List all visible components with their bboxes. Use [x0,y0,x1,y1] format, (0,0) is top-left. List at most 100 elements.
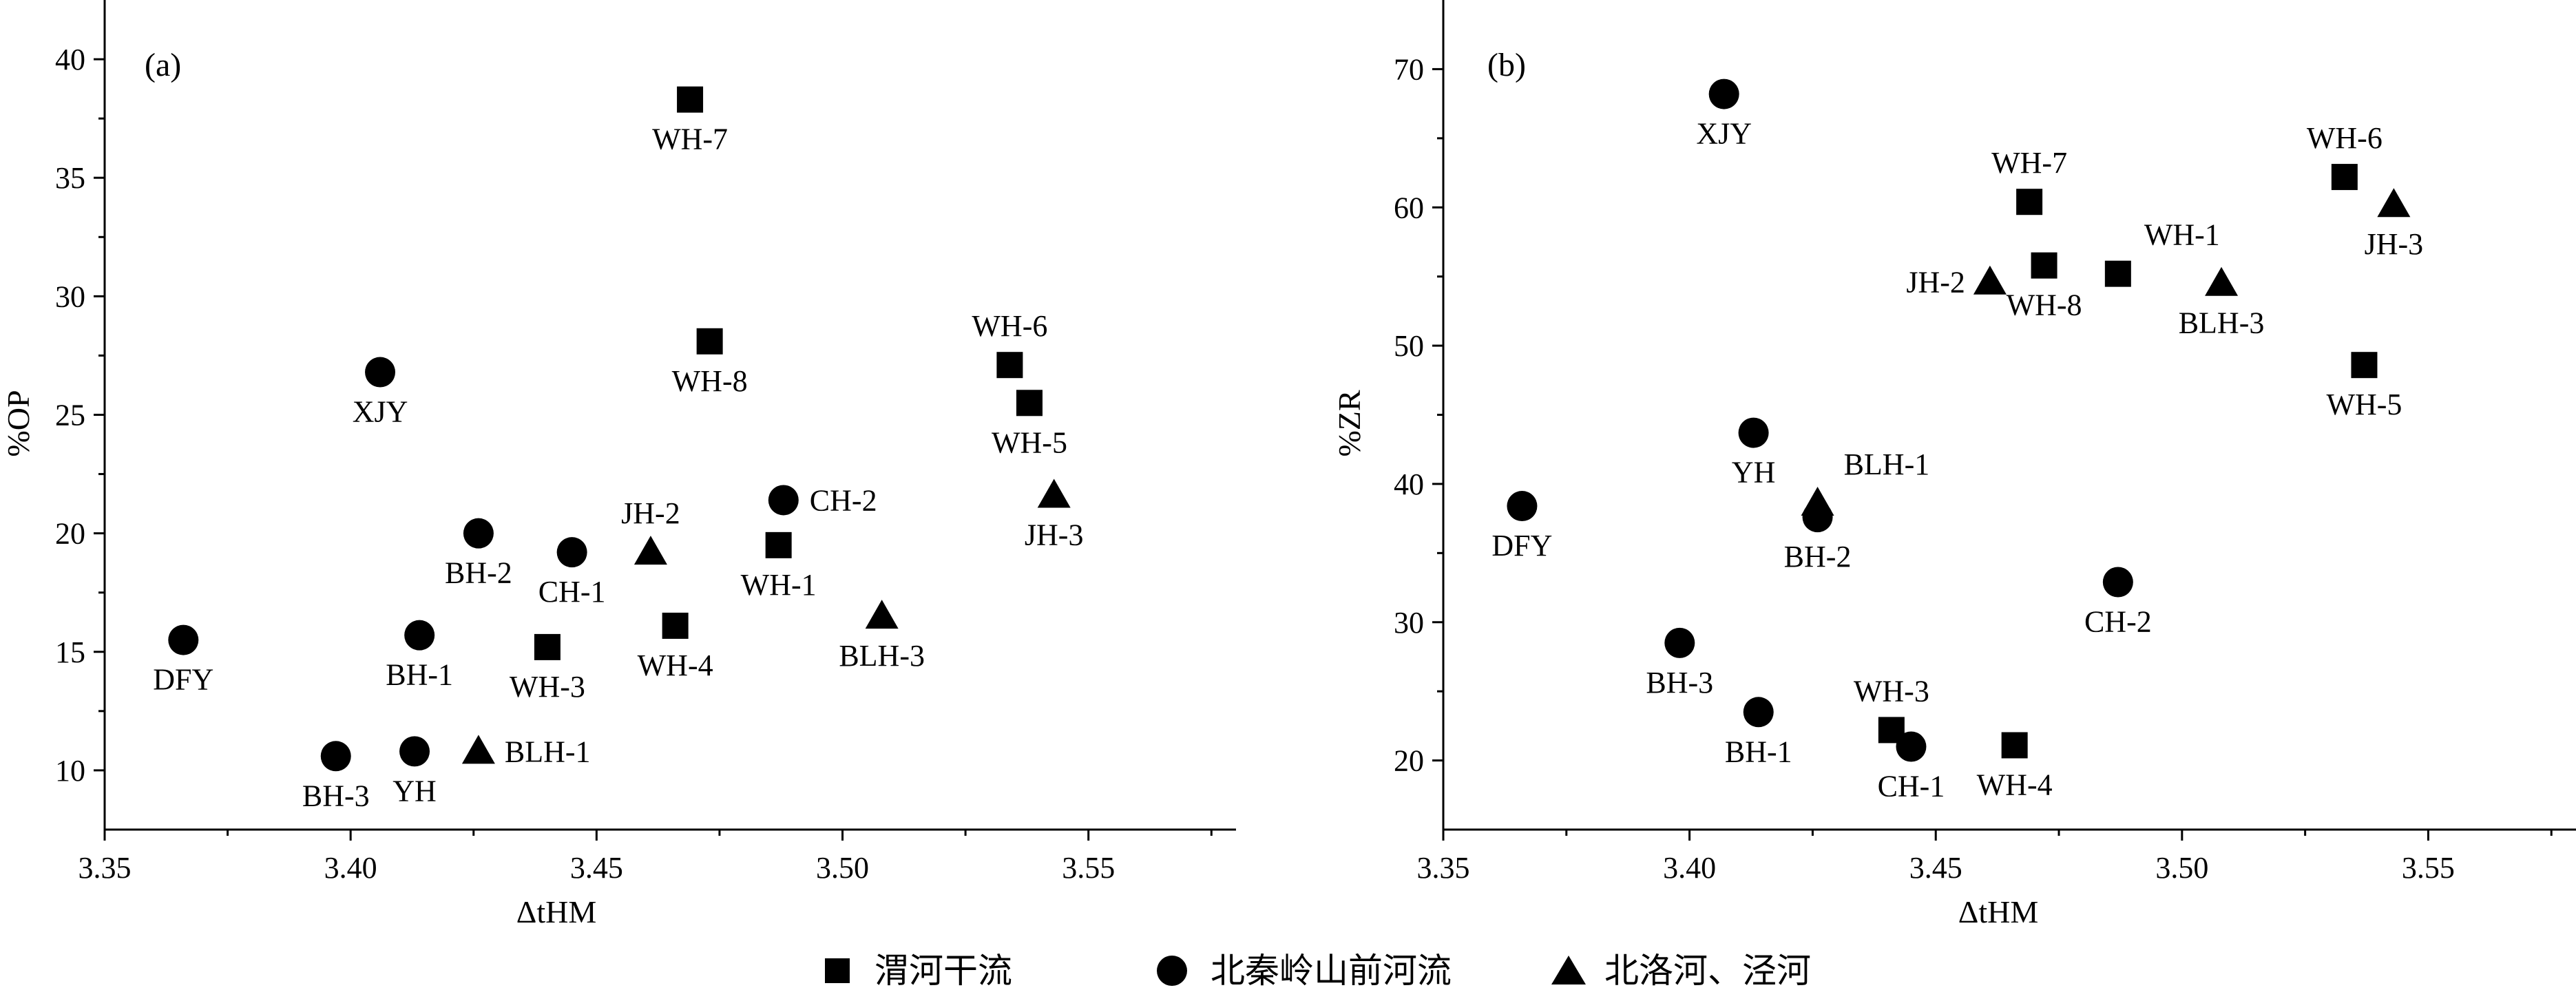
panel-b-point-wh-4 [2001,732,2028,759]
panel-a-point-wh-8 [696,328,723,355]
panel-b-point-yh [1738,417,1769,448]
panel-a-point-wh-5 [1016,390,1043,417]
panel-b-point-ch-2 [2102,567,2133,598]
panel-a-y-tick-label: 30 [55,280,85,313]
panel-b-point-label: BH-2 [1784,540,1852,573]
panel-b-x-tick-label: 3.45 [1909,851,1962,885]
panel-b-x-tick-label: 3.55 [2402,851,2455,885]
panel-b-point-label: YH [1732,456,1776,489]
panel-b-x-tick-label: 3.50 [2155,851,2208,885]
panel-a-y-tick-label: 35 [55,161,85,195]
panel-a-x-tick-label: 3.45 [570,851,623,885]
panel-a-label: (a) [145,47,181,83]
panel-b-x-tick-label: 3.40 [1663,851,1716,885]
panel-b-x-tick-label: 3.35 [1417,851,1470,885]
panel-a-point-label: BH-2 [445,556,512,590]
panel-b-y-tick-label: 70 [1394,52,1424,86]
panel-b-point-bh-3 [1664,627,1695,658]
panel-a-point-label: WH-7 [652,123,728,156]
panel-b-point-label: BH-3 [1646,666,1713,699]
panel-b-point-label: JH-3 [2365,227,2424,261]
panel-b-point-xjy [1708,78,1739,109]
panel-b-point-bh-1 [1743,697,1774,728]
legend-label-qinling: 北秦岭山前河流 [1211,951,1452,990]
panel-b-point-jh-2 [1973,265,2007,295]
panel-a-y-tick-label: 10 [55,754,85,788]
legend-marker-square [825,958,850,983]
panel-a-y-tick-label: 15 [55,635,85,669]
panel-a-point-wh-3 [534,633,561,660]
panel-a-x-tick-label: 3.35 [78,851,132,885]
panel-a-point-label: JH-2 [621,496,680,530]
panel-b-zr-vs-thm: (b) ΔtHM %ZR 3.35 3.40 3.45 3.50 3.55 20 30 40 5… [1332,0,2576,929]
panel-b-point-blh-3 [2205,266,2239,296]
panel-b-point-label: BLH-3 [2179,306,2265,340]
panel-b-point-label: WH-8 [2007,288,2082,322]
legend-label-wei: 渭河干流 [875,951,1012,990]
panel-a-point-label: BH-3 [302,779,370,812]
panel-b-point-ch-1 [1896,731,1927,762]
panel-a-point-label: WH-8 [672,364,748,398]
panel-b-y-tick-label: 40 [1394,467,1424,501]
panel-a-point-bh-3 [320,741,351,772]
panel-a-point-xjy [365,357,396,388]
panel-b-point-label: BH-1 [1725,735,1792,768]
panel-a-x-tick-label: 3.50 [816,851,869,885]
panel-b-point-wh-5 [2351,352,2378,379]
panel-b-point-label: BLH-1 [1844,447,1930,481]
panel-b-point-label: WH-1 [2144,218,2220,252]
panel-a-point-label: JH-3 [1025,518,1084,552]
panel-a-point-dfy [168,624,199,655]
legend-marker-circle [1157,956,1187,986]
panel-a-y-axis-title: %OP [1,390,36,456]
panel-a-point-label: YH [392,774,437,808]
panel-a-point-blh-1 [461,735,495,764]
panel-a-point-wh-6 [996,352,1023,379]
panel-b-point-label: WH-6 [2307,121,2383,155]
panel-a-point-label: WH-6 [972,309,1047,343]
panel-b-point-jh-3 [2377,188,2411,218]
panel-b-point-label: CH-2 [2084,605,2152,639]
panel-a-point-wh-7 [677,86,704,113]
panel-b-point-bh-2 [1802,502,1833,533]
panel-b-point-wh-6 [2331,164,2358,191]
panel-a-point-jh-3 [1037,478,1071,508]
legend-label-luojing: 北洛河、泾河 [1604,951,1811,990]
panel-a-point-blh-3 [865,600,899,629]
panel-b-label: (b) [1487,47,1526,83]
panel-a-point-label: XJY [353,395,408,429]
panel-a-point-label: WH-1 [741,568,817,602]
panel-a-point-yh [399,736,430,767]
panel-a-point-label: WH-4 [638,649,713,682]
panel-b-y-tick-label: 30 [1394,606,1424,640]
panel-a-x-tick-label: 3.40 [324,851,377,885]
panel-a-y-tick-label: 40 [55,43,85,76]
panel-a-point-label: WH-5 [992,425,1067,459]
panel-b-x-axis-title: ΔtHM [1958,894,2038,929]
panel-b-y-tick-label: 60 [1394,191,1424,224]
panel-b-point-label: WH-7 [1991,146,2067,180]
panel-a-point-label: DFY [153,663,213,697]
panel-a-point-label: CH-1 [538,575,606,609]
panel-a-point-label: BLH-1 [505,735,591,768]
panel-b-point-label: CH-1 [1878,770,1945,803]
panel-a-point-label: CH-2 [810,483,877,517]
legend: 渭河干流 北秦岭山前河流 北洛河、泾河 [825,951,1811,990]
panel-b-point-label: WH-3 [1854,674,1929,708]
panel-a-y-tick-label: 20 [55,517,85,551]
panel-a-op-vs-thm: (a) ΔtHM %OP 3.35 3.40 3.45 3.50 3.55 10 15 20 2… [1,0,1236,929]
panel-a-point-ch-2 [768,485,799,516]
panel-b-point-wh-1 [2104,260,2131,287]
panel-a-x-tick-label: 3.55 [1062,851,1115,885]
panel-a-point-label: BLH-3 [839,639,925,673]
panel-b-point-label: WH-4 [1977,768,2053,801]
panel-b-y-tick-label: 50 [1394,329,1424,363]
panel-b-point-label: JH-2 [1906,266,1965,299]
panel-b-y-tick-label: 20 [1394,744,1424,778]
panel-b-point-dfy [1507,491,1538,522]
panel-b-y-axis-title: %ZR [1332,390,1367,456]
panel-a-point-label: BH-1 [386,658,453,692]
panel-b-point-wh-8 [2031,252,2057,279]
panel-b-point-label: WH-5 [2326,388,2402,421]
